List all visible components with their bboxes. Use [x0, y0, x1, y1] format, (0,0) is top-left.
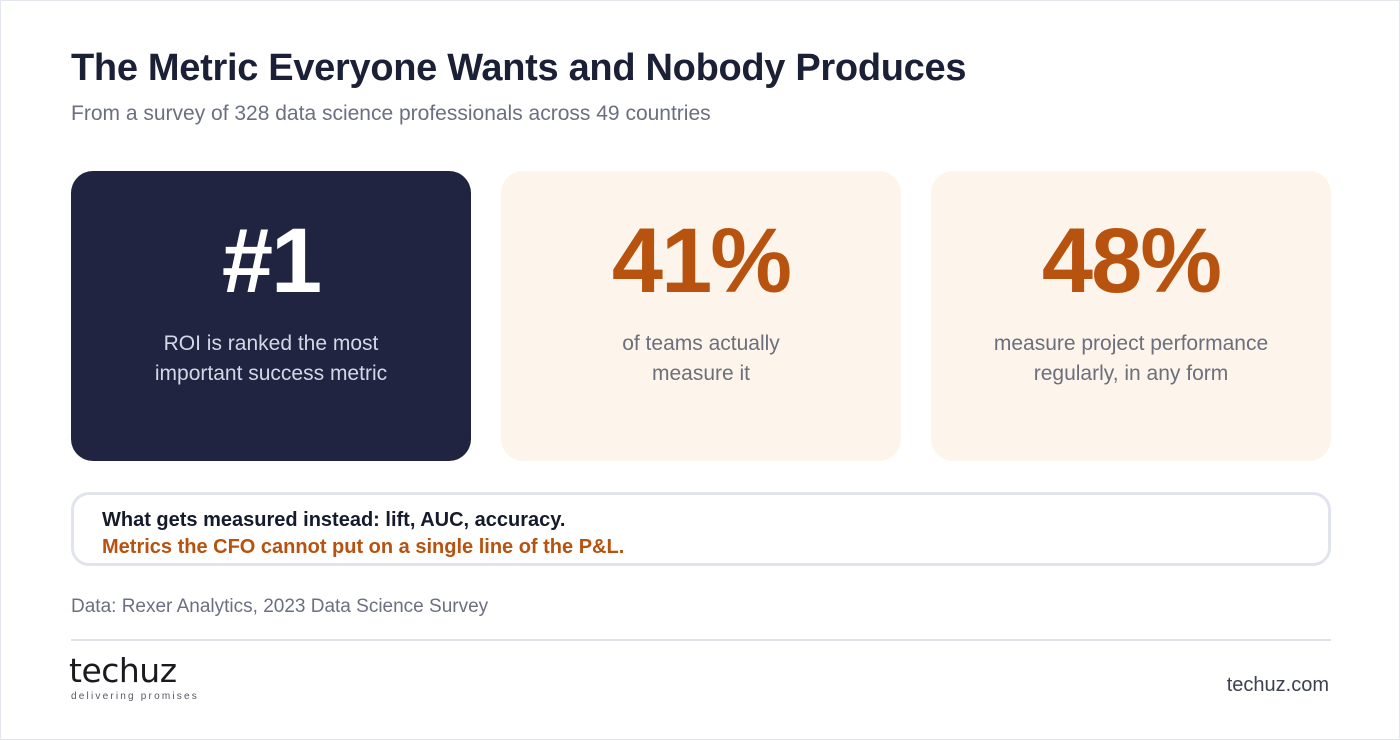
stat-description-line: regularly, in any form	[1033, 362, 1229, 385]
stat-value: #1	[221, 210, 322, 312]
stat-description: ROI is ranked the most important success…	[101, 329, 441, 389]
callout-highlight: Metrics the CFO cannot put on a single l…	[102, 536, 625, 558]
page-title: The Metric Everyone Wants and Nobody Pro…	[71, 47, 967, 89]
website-link[interactable]: techuz.com	[1226, 674, 1329, 696]
stat-card-roi-rank: #1 ROI is ranked the most important succ…	[71, 171, 471, 461]
callout-box: What gets measured instead: lift, AUC, a…	[71, 492, 1331, 566]
stat-card-teams-measure: 41% of teams actually measure it	[501, 171, 901, 461]
stat-description-line: ROI is ranked the most	[163, 332, 379, 355]
stat-description-line: important success metric	[154, 362, 388, 385]
logo-wordmark: techuz	[69, 651, 177, 690]
page-subtitle: From a survey of 328 data science profes…	[71, 102, 711, 125]
techuz-logo: techuz delivering promises	[69, 654, 229, 706]
stat-description-line: measure project performance	[993, 332, 1269, 355]
callout-headline: What gets measured instead: lift, AUC, a…	[102, 509, 566, 531]
data-source: Data: Rexer Analytics, 2023 Data Science…	[71, 596, 489, 617]
stat-card-performance-regularly: 48% measure project performance regularl…	[931, 171, 1331, 461]
stat-value: 48%	[1041, 210, 1222, 312]
footer-divider	[71, 639, 1331, 641]
stat-description-line: of teams actually	[622, 332, 780, 355]
stat-value: 41%	[611, 210, 792, 312]
stat-description: measure project performance regularly, i…	[961, 329, 1301, 389]
stat-description: of teams actually measure it	[531, 329, 871, 389]
logo-tagline: delivering promises	[71, 691, 199, 702]
stat-description-line: measure it	[651, 362, 751, 385]
